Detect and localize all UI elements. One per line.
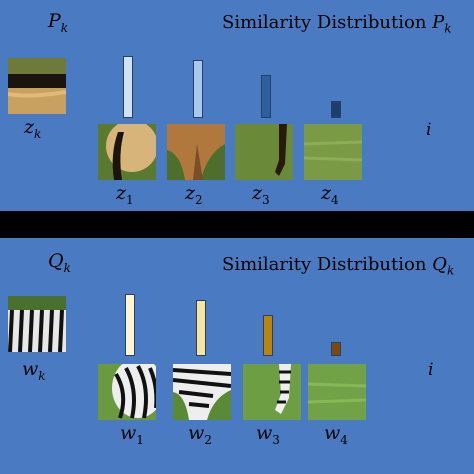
item-label-z1: z1 [116,182,134,207]
similarity-bar-z4 [331,101,341,118]
similarity-bar-w4 [331,342,341,356]
query-label-wk: wk [22,358,46,383]
set-label-p: Pk [48,10,69,35]
item-label-w2: w2 [188,422,212,447]
item-label-w1: w1 [120,422,144,447]
item-label-w4: w4 [324,422,348,447]
similarity-bar-z3 [261,75,271,118]
query-patch-wk [8,296,66,352]
similarity-bar-w1 [125,294,135,356]
query-patch-zk [8,58,66,114]
bottom-title: Similarity Distribution Qk [222,254,455,278]
patch-z2 [167,124,225,180]
patch-w1 [98,364,156,420]
patch-z3 [235,124,293,180]
similarity-bar-z2 [193,60,203,118]
axis-label-i-bottom: i [428,360,434,380]
item-label-z3: z3 [252,182,270,207]
patch-w4 [308,364,366,420]
bottom-panel: Qk Similarity Distribution Qk wk [0,238,474,474]
item-label-z4: z4 [321,182,339,207]
item-label-z2: z2 [185,182,203,207]
similarity-bar-w2 [196,300,206,356]
patch-w2 [173,364,231,420]
top-panel: Pk Similarity Distribution Pk zk [0,0,474,211]
patch-z1 [98,124,156,180]
set-label-q: Qk [48,250,71,275]
item-label-w3: w3 [256,422,280,447]
patch-w3 [243,364,301,420]
query-label-zk: zk [24,116,42,141]
axis-label-i-top: i [426,120,432,140]
patch-z4 [304,124,362,180]
similarity-bar-w3 [263,315,273,356]
top-title: Similarity Distribution Pk [222,12,452,36]
similarity-bar-z1 [123,56,133,118]
